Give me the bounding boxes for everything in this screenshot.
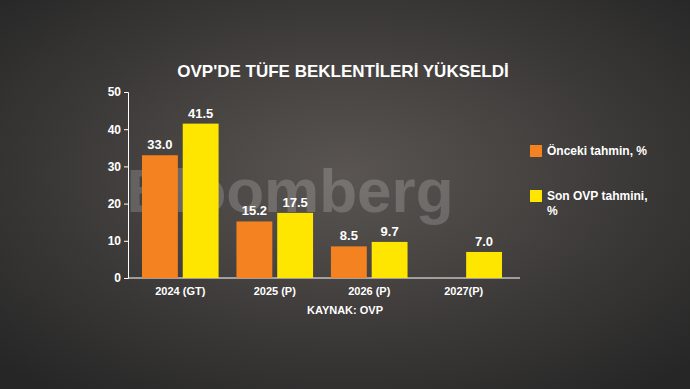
x-tick-label: 2027(P)	[444, 285, 483, 297]
bar	[277, 213, 313, 278]
x-tick-label: 2024 (GT)	[155, 285, 205, 297]
source: KAYNAK: OVP	[307, 304, 383, 316]
legend-label: Son OVP tahmini,%	[547, 189, 647, 218]
legend-swatch	[530, 190, 542, 202]
data-label: 33.0	[147, 137, 172, 152]
data-labels: 33.0 15.2 8.5 41.5 17.5 9.7 7.0	[147, 106, 493, 249]
y-axis: 0 10 20 30 40 50	[108, 85, 129, 285]
data-label: 15.2	[242, 203, 267, 218]
bar	[466, 252, 502, 278]
y-tick-mark	[124, 241, 128, 242]
x-tick: 2026 (P)	[348, 278, 391, 297]
y-tick: 20	[108, 197, 128, 211]
y-tick: 10	[108, 234, 128, 248]
y-tick-label: 30	[108, 160, 122, 174]
x-axis: 2024 (GT) 2025 (P) 2026 (P) 2027(P)	[128, 278, 520, 297]
data-label: 17.5	[282, 195, 307, 210]
y-tick-label: 50	[108, 85, 122, 99]
x-tick: 2025 (P)	[254, 278, 297, 297]
data-label: 7.0	[475, 234, 493, 249]
y-tick: 0	[114, 271, 128, 285]
data-label: 8.5	[340, 228, 358, 243]
y-tick: 30	[108, 160, 128, 174]
y-axis-line	[124, 93, 129, 279]
bar	[183, 124, 219, 278]
background	[0, 0, 690, 389]
bar	[142, 155, 178, 278]
bar	[236, 221, 272, 278]
y-tick-mark	[124, 204, 128, 205]
x-tick: 2024 (GT)	[155, 278, 205, 297]
y-tick-mark	[124, 129, 128, 130]
x-tick: 2027(P)	[444, 278, 483, 297]
title: OVP'DE TÜFE BEKLENTİLERİ YÜKSELDİ	[177, 62, 508, 81]
bar	[372, 242, 408, 278]
y-tick: 50	[108, 85, 128, 99]
chart: BloombergOVP'DE TÜFE BEKLENTİLERİ YÜKSEL…	[0, 0, 690, 389]
y-tick-mark	[124, 166, 128, 167]
y-tick-mark	[124, 92, 128, 93]
data-label: 9.7	[381, 224, 399, 239]
bar	[331, 246, 367, 278]
bars	[142, 124, 502, 278]
y-tick-label: 20	[108, 197, 122, 211]
y-tick-label: 0	[114, 271, 121, 285]
legend-swatch	[530, 145, 542, 157]
y-tick-label: 10	[108, 234, 122, 248]
legend: Önceki tahmin, % Son OVP tahmini,%	[530, 143, 647, 218]
x-tick-label: 2025 (P)	[254, 285, 297, 297]
y-tick: 40	[108, 123, 128, 137]
y-tick-label: 40	[108, 123, 122, 137]
data-label: 41.5	[188, 106, 213, 121]
x-tick-label: 2026 (P)	[348, 285, 391, 297]
y-tick-mark	[124, 278, 128, 279]
legend-label: Önceki tahmin, %	[547, 143, 647, 158]
